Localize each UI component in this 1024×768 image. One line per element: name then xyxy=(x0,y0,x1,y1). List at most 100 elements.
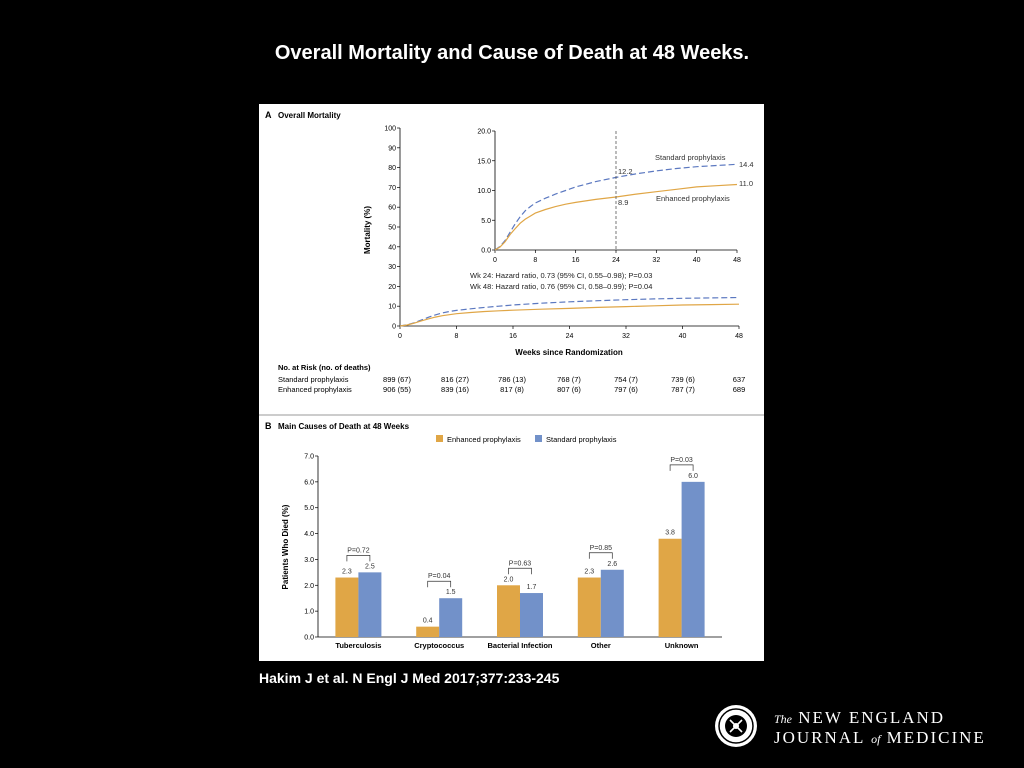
bar-data-label: 2.0 xyxy=(504,576,514,583)
nejm-line-2: JOURNAL of MEDICINE xyxy=(774,728,986,747)
slide-title: Overall Mortality and Cause of Death at … xyxy=(274,42,750,64)
inset-x-tick-label: 32 xyxy=(652,257,660,264)
inset-x-tick-label: 40 xyxy=(693,257,701,264)
p-value-bracket xyxy=(669,464,694,471)
bar-data-label: 2.6 xyxy=(607,561,617,568)
inset-x-tick-label: 8 xyxy=(533,257,537,264)
inset-curve-standard xyxy=(494,163,738,251)
p-value-label: P=0.85 xyxy=(590,545,612,552)
at-risk-value: 839 (16) xyxy=(441,385,469,394)
main-y-tick-label: 40 xyxy=(388,244,396,251)
inset-x-tick-label: 48 xyxy=(733,257,741,264)
main-y-tick-label: 60 xyxy=(388,205,396,212)
bar-data-label: 1.7 xyxy=(527,584,537,591)
bar-y-tick-label: 1.0 xyxy=(304,609,314,616)
main-y-tick-label: 0 xyxy=(392,324,396,331)
bar-data-label: 6.0 xyxy=(688,473,698,480)
main-x-tick-label: 32 xyxy=(622,333,630,340)
inset-hr-wk48: Wk 48: Hazard ratio, 0.76 (95% CI, 0.58–… xyxy=(470,282,652,291)
legend-swatch-standard xyxy=(535,435,542,442)
inset-y-tick-label: 15.0 xyxy=(477,158,491,165)
p-value-label: P=0.63 xyxy=(509,560,531,567)
inset-hr-wk24: Wk 24: Hazard ratio, 0.73 (95% CI, 0.55–… xyxy=(470,271,652,280)
main-y-tick-label: 70 xyxy=(388,185,396,192)
inset-value-enh-wk48: 11.0 xyxy=(739,179,753,188)
main-x-tick-label: 48 xyxy=(735,333,743,340)
bar-category-label: Other xyxy=(591,641,611,650)
bar-data-label: 1.5 xyxy=(446,589,456,596)
panel-a-xlabel: Weeks since Randomization xyxy=(515,348,623,357)
inset-y-tick-label: 0.0 xyxy=(481,248,491,255)
inset-x-tick-label: 16 xyxy=(572,257,580,264)
panel-b-title: Main Causes of Death at 48 Weeks xyxy=(278,422,410,431)
inset-curves xyxy=(494,163,738,251)
at-risk-value: 816 (27) xyxy=(441,375,469,384)
bar-standard xyxy=(681,481,705,637)
inset-label-standard: Standard prophylaxis xyxy=(655,153,726,162)
bar-y-tick-label: 2.0 xyxy=(304,583,314,590)
bar-data-label: 2.5 xyxy=(365,563,375,570)
bar-enhanced xyxy=(497,585,520,637)
main-y-tick-label: 90 xyxy=(388,145,396,152)
bar-data-label: 2.3 xyxy=(584,569,594,576)
inset-axis: 0.0 5.0 10.0 15.0 20.0 0 8 16 24 32 40 48 xyxy=(477,129,741,265)
inset-x-tick-label: 24 xyxy=(612,257,620,264)
p-value-bracket xyxy=(508,567,532,575)
figure-svg: A Overall Mortality Mortality (%) Weeks … xyxy=(259,110,764,650)
nejm-line-1: The NEW ENGLAND xyxy=(774,708,946,727)
inset-y-tick-label: 5.0 xyxy=(481,218,491,225)
at-risk-value: 906 (55) xyxy=(383,385,411,394)
nejm-logo: The NEW ENGLAND JOURNAL of MEDICINE xyxy=(714,704,994,752)
bar-y-tick-label: 3.0 xyxy=(304,557,314,564)
at-risk-value: 786 (13) xyxy=(498,375,526,384)
figure-panel: A Overall Mortality Mortality (%) Weeks … xyxy=(259,104,764,661)
bar-data-label: 2.3 xyxy=(342,569,352,576)
panel-b-ylabel: Patients Who Died (%) xyxy=(281,504,290,589)
at-risk-row-label: Enhanced prophylaxis xyxy=(278,385,352,394)
nejm-seal-icon xyxy=(715,705,757,747)
at-risk-value: 797 (6) xyxy=(614,385,638,394)
bar-y-tick-label: 4.0 xyxy=(304,531,314,538)
bar-category-label: Unknown xyxy=(665,641,699,650)
bar-enhanced xyxy=(658,538,682,637)
inset-x-tick-label: 0 xyxy=(493,257,497,264)
main-y-tick-label: 30 xyxy=(388,264,396,271)
panel-a-title: Overall Mortality xyxy=(278,111,341,120)
bar-data-label: 0.4 xyxy=(423,618,433,625)
bar-data-label: 3.8 xyxy=(665,530,675,537)
bar-enhanced xyxy=(416,626,440,637)
at-risk-value: 739 (6) xyxy=(671,375,695,384)
legend-label-standard: Standard prophylaxis xyxy=(546,435,617,444)
main-y-tick-label: 10 xyxy=(388,304,396,311)
at-risk-value: 768 (7) xyxy=(557,375,581,384)
bars: 2.3 2.5 P=0.72 Tuberculosis 0.4 1.5 P=0.04 Cryp… xyxy=(335,457,705,650)
citation: Hakim J et al. N Engl J Med 2017;377:233… xyxy=(259,670,560,686)
main-x-tick-label: 40 xyxy=(679,333,687,340)
inset-value-enh-wk24: 8.9 xyxy=(618,198,628,207)
main-curve-standard xyxy=(399,296,740,327)
at-risk-values: 899 (67) 816 (27) 786 (13) 768 (7) 754 (7) 73… xyxy=(383,375,745,394)
legend-label-enhanced: Enhanced prophylaxis xyxy=(447,435,521,444)
at-risk-value: 689 xyxy=(733,385,746,394)
bar-y-tick-label: 0.0 xyxy=(304,635,314,642)
main-y-tick-label: 20 xyxy=(388,284,396,291)
at-risk-value: 899 (67) xyxy=(383,375,411,384)
inset-curve-enhanced xyxy=(494,183,738,251)
main-x-tick-label: 24 xyxy=(566,333,574,340)
inset-y-tick-label: 10.0 xyxy=(477,188,491,195)
bar-enhanced xyxy=(577,577,601,637)
bar-standard xyxy=(358,572,382,637)
at-risk-value: 787 (7) xyxy=(671,385,695,394)
at-risk-heading: No. at Risk (no. of deaths) xyxy=(278,363,371,372)
bar-category-label: Bacterial Infection xyxy=(487,641,552,650)
main-x-tick-label: 8 xyxy=(455,333,459,340)
panel-a-ylabel: Mortality (%) xyxy=(363,206,372,254)
bar-category-label: Cryptococcus xyxy=(414,641,464,650)
bar-category-label: Tuberculosis xyxy=(335,641,381,650)
bar-y-tick-label: 6.0 xyxy=(304,479,314,486)
p-value-label: P=0.04 xyxy=(428,573,450,580)
p-value-bracket xyxy=(346,555,371,562)
bar-standard xyxy=(520,593,543,637)
legend-swatch-enhanced xyxy=(436,435,443,442)
